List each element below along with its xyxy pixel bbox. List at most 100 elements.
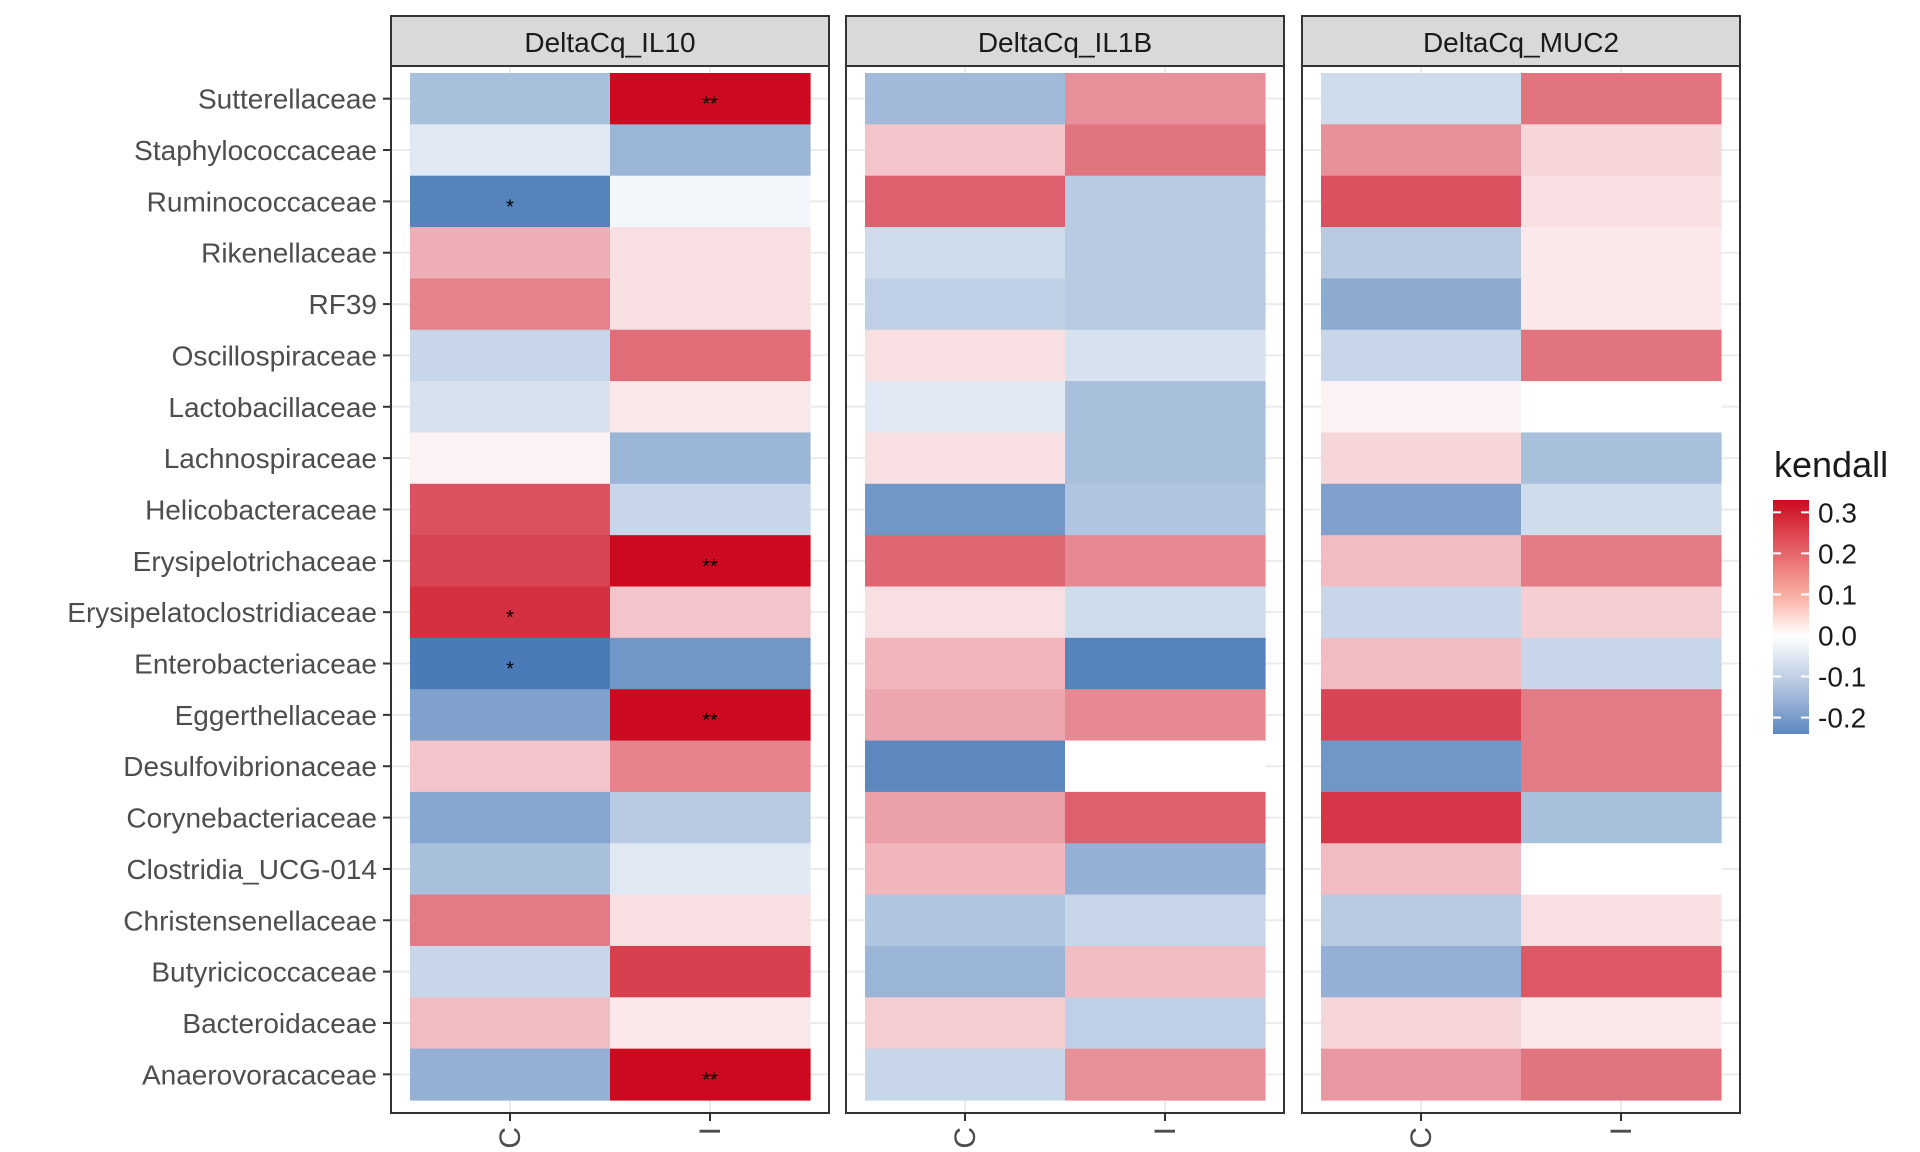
heatmap-cell — [1065, 637, 1266, 690]
heatmap-cell — [1065, 329, 1266, 382]
row-label: Eggerthellaceae — [175, 700, 377, 731]
heatmap-cell — [865, 329, 1066, 382]
heatmap-cell — [1521, 1048, 1722, 1101]
heatmap-cell — [1065, 894, 1266, 947]
heatmap-tiles — [865, 73, 1266, 1101]
facet-strip — [1301, 15, 1741, 67]
heatmap-cell — [610, 894, 811, 947]
row-label: Helicobacteraceae — [145, 494, 377, 525]
heatmap-cell — [865, 278, 1066, 331]
heatmap-cell — [1321, 945, 1522, 998]
heatmap-cell — [1321, 791, 1522, 844]
heatmap-cell — [410, 843, 611, 896]
heatmap-cell — [1321, 381, 1522, 434]
heatmap-cell — [1065, 791, 1266, 844]
heatmap-cell — [1521, 586, 1722, 639]
heatmap-cell — [1521, 483, 1722, 536]
row-label: Erysipelatoclostridiaceae — [67, 597, 377, 628]
heatmap-cell — [865, 483, 1066, 536]
significance-label: ** — [702, 94, 718, 116]
heatmap-tiles — [1321, 73, 1722, 1101]
heatmap-cell — [610, 791, 811, 844]
facet-title: DeltaCq_IL10 — [524, 27, 695, 58]
heatmap-cell — [1521, 894, 1722, 947]
row-label: Desulfovibrionaceae — [123, 751, 377, 782]
heatmap-cell — [410, 175, 611, 228]
heatmap-cell — [1521, 329, 1722, 382]
heatmap-cell — [610, 73, 811, 125]
heatmap-cell — [410, 945, 611, 998]
row-label: Staphylococcaceae — [134, 135, 377, 166]
heatmap-cell — [865, 432, 1066, 485]
heatmap-cell — [1521, 689, 1722, 742]
legend-colorbar — [1773, 500, 1809, 734]
heatmap-cell — [1065, 1048, 1266, 1101]
heatmap-cell — [610, 535, 811, 588]
heatmap-cell — [1521, 73, 1722, 125]
legend-tick-label: 0.3 — [1818, 497, 1857, 528]
legend: kendall 0.3 0.2 0.1 0.0 -0.1 -0.2 — [1773, 444, 1888, 734]
x-tick-label: I — [694, 1127, 727, 1135]
row-label: Oscillospiraceae — [172, 340, 377, 371]
heatmap-cell — [1521, 535, 1722, 588]
facet-strip — [845, 15, 1285, 67]
heatmap-cell — [1321, 124, 1522, 177]
heatmap-cell — [865, 73, 1066, 125]
heatmap-cell — [610, 381, 811, 434]
heatmap-cell — [1521, 791, 1722, 844]
heatmap-cell — [865, 945, 1066, 998]
heatmap-cell — [610, 586, 811, 639]
facet-title: DeltaCq_IL1B — [978, 27, 1152, 58]
significance-label: * — [506, 196, 514, 218]
heatmap-tiles: *********** — [410, 73, 811, 1101]
heatmap-cell — [1065, 278, 1266, 331]
heatmap-cell — [410, 997, 611, 1050]
heatmap-cell — [1065, 175, 1266, 228]
heatmap-cell — [1521, 843, 1722, 896]
heatmap-cell — [410, 73, 611, 125]
heatmap-cell — [610, 945, 811, 998]
heatmap-cell — [610, 329, 811, 382]
heatmap-cell — [1065, 227, 1266, 279]
heatmap-cell — [1321, 329, 1522, 382]
heatmap-cell — [410, 689, 611, 742]
heatmap-cell — [1521, 381, 1722, 434]
legend-tick-label: 0.1 — [1818, 579, 1857, 610]
heatmap-cell — [1065, 997, 1266, 1050]
heatmap-cell — [410, 791, 611, 844]
heatmap-cell — [865, 637, 1066, 690]
row-label: Anaerovoracaceae — [142, 1059, 377, 1090]
x-tick-label: C — [494, 1127, 527, 1149]
heatmap-cell — [1521, 278, 1722, 331]
heatmap-cell — [1521, 124, 1722, 177]
heatmap-cell — [865, 740, 1066, 793]
heatmap-cell — [1321, 1048, 1522, 1101]
significance-label: * — [506, 607, 514, 629]
heatmap-cell — [610, 740, 811, 793]
row-label: Enterobacteriaceae — [134, 649, 377, 680]
heatmap-cell — [1065, 432, 1266, 485]
heatmap-cell — [410, 278, 611, 331]
heatmap-cell — [1521, 997, 1722, 1050]
facet-title: DeltaCq_MUC2 — [1423, 27, 1619, 58]
row-label: Lachnospiraceae — [164, 443, 377, 474]
x-tick-label: C — [1405, 1127, 1438, 1149]
heatmap-cell — [1521, 740, 1722, 793]
heatmap-cell — [610, 227, 811, 279]
heatmap-cell — [865, 997, 1066, 1050]
heatmap-cell — [1321, 278, 1522, 331]
legend-title: kendall — [1774, 444, 1888, 485]
significance-label: * — [506, 659, 514, 681]
row-label: RF39 — [309, 289, 377, 320]
heatmap-cell — [1321, 535, 1522, 588]
heatmap-cell — [410, 329, 611, 382]
heatmap-cell — [1065, 124, 1266, 177]
heatmap-cell — [1321, 227, 1522, 279]
row-label: Butyricicoccaceae — [151, 957, 377, 988]
heatmap-cell — [1065, 843, 1266, 896]
heatmap-cell — [410, 637, 611, 690]
significance-label: ** — [702, 556, 718, 578]
heatmap-cell — [865, 1048, 1066, 1101]
